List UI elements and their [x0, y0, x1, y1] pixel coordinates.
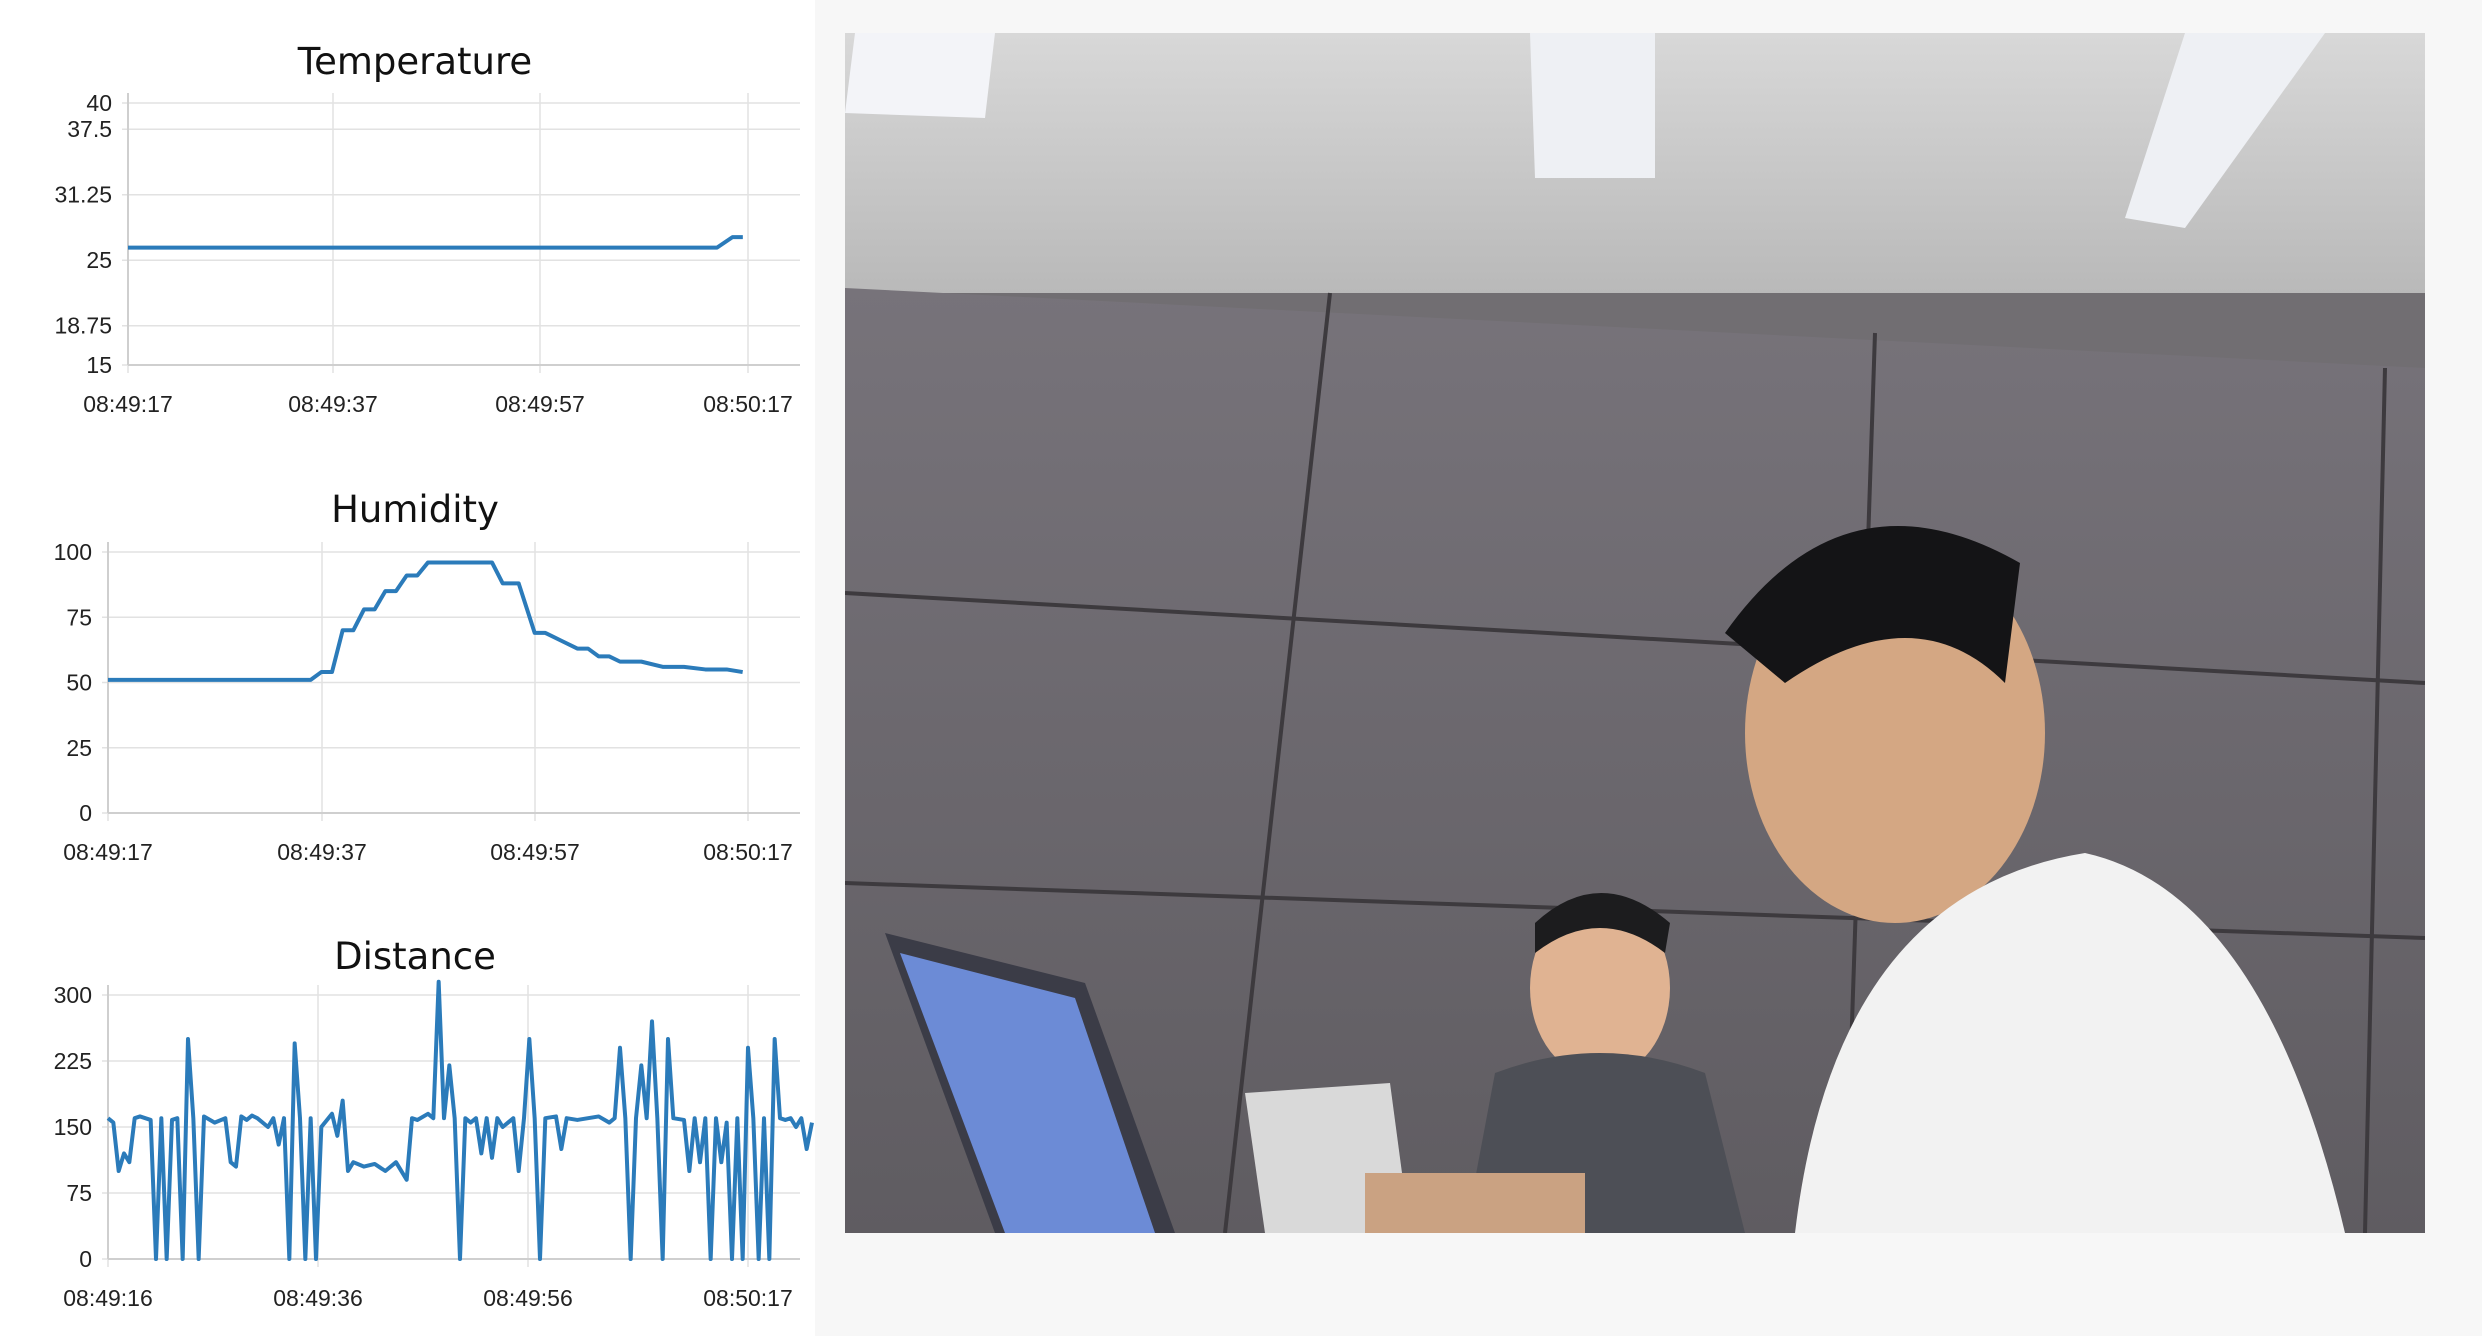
distance-chart: 0 75 150 225 300 08:49:16 08:49:36 08:49:56 08:5…	[54, 979, 814, 1311]
x-tick-label: 08:50:17	[703, 391, 793, 417]
y-tick-label: 25	[86, 247, 112, 273]
x-tick-label: 08:49:16	[63, 1285, 153, 1311]
y-tick-label: 300	[54, 982, 92, 1008]
y-tick-label: 150	[54, 1114, 92, 1140]
x-tick-label: 08:49:37	[277, 839, 367, 865]
y-tick-label: 25	[66, 735, 92, 761]
x-tick-label: 08:49:57	[495, 391, 585, 417]
y-tick-label: 50	[66, 670, 92, 696]
x-tick-label: 08:49:17	[83, 391, 173, 417]
x-tick-label: 08:49:17	[63, 839, 153, 865]
x-tick-label: 08:49:56	[483, 1285, 573, 1311]
distance-chart-title: Distance	[334, 935, 496, 978]
sensor-charts-panel: Temperature 15 18.75 25 31.25 37.5 40 08:49:17…	[0, 0, 815, 1336]
x-tick-label: 08:49:37	[288, 391, 378, 417]
y-tick-label: 75	[66, 604, 92, 630]
y-tick-label: 100	[54, 539, 92, 565]
y-tick-label: 40	[86, 90, 112, 116]
y-tick-label: 0	[79, 800, 92, 826]
x-tick-label: 08:49:57	[490, 839, 580, 865]
y-tick-label: 75	[66, 1180, 92, 1206]
y-tick-label: 18.75	[54, 313, 112, 339]
x-tick-label: 08:49:36	[273, 1285, 363, 1311]
series-line	[128, 235, 743, 250]
y-tick-label: 0	[79, 1246, 92, 1272]
temperature-chart-title: Temperature	[297, 40, 533, 83]
humidity-chart-title: Humidity	[331, 488, 499, 531]
y-tick-label: 37.5	[67, 116, 112, 142]
y-tick-label: 31.25	[54, 182, 112, 208]
x-tick-label: 08:50:17	[703, 1285, 793, 1311]
temperature-chart: 15 18.75 25 31.25 37.540 08:49:17 08:49:37 08:4…	[54, 90, 800, 417]
camera-panel	[815, 0, 2482, 1336]
series-line	[106, 979, 814, 1261]
y-tick-label: 225	[54, 1048, 92, 1074]
camera-feed-image	[845, 33, 2425, 1233]
series-line	[108, 560, 743, 682]
humidity-chart: 0 25 50 75 100 08:49:17 08:49:37 08:49:57 08:50:…	[54, 539, 800, 865]
x-tick-label: 08:50:17	[703, 839, 793, 865]
y-tick-label: 15	[86, 352, 112, 378]
